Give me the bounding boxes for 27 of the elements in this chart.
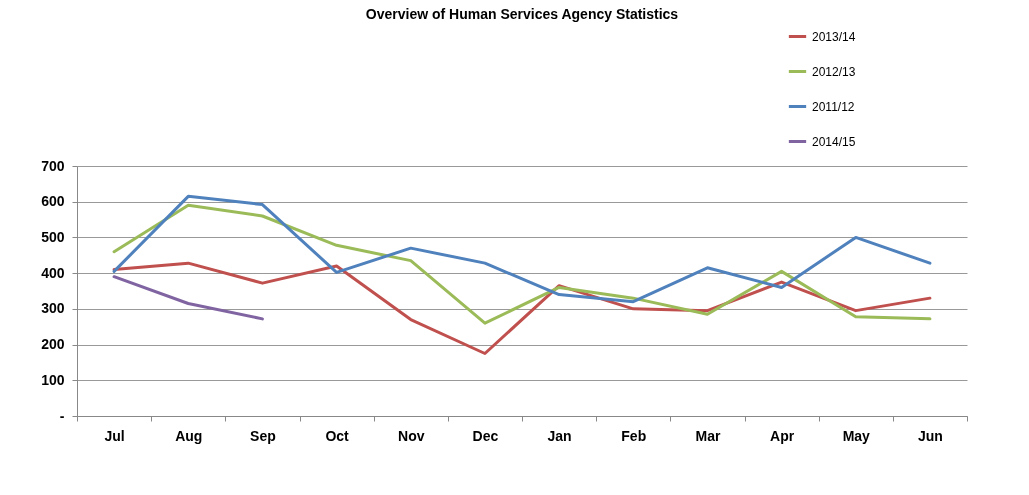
line-series bbox=[112, 203, 932, 325]
x-tick-label: Sep bbox=[250, 427, 276, 444]
y-tick-label: 700 bbox=[41, 157, 65, 174]
x-tick-label: Jun bbox=[917, 427, 943, 444]
chart-title: Overview of Human Services Agency Statistics bbox=[365, 6, 679, 22]
y-tick-label: 200 bbox=[41, 336, 65, 353]
legend-label: 2011/12 bbox=[812, 99, 855, 114]
line-series bbox=[112, 194, 932, 304]
x-tick-label: Nov bbox=[398, 427, 425, 444]
x-tick-label: May bbox=[842, 427, 871, 444]
x-tick-label: Jan bbox=[547, 427, 572, 444]
x-tick-label: Aug bbox=[175, 427, 203, 444]
y-tick-label: 300 bbox=[41, 300, 65, 317]
x-tick-label: Apr bbox=[770, 427, 795, 444]
y-tick-label: 100 bbox=[41, 371, 65, 388]
legend-label: 2013/14 bbox=[812, 29, 856, 44]
legend-label: 2014/15 bbox=[812, 134, 856, 149]
x-tick-label: Oct bbox=[325, 427, 350, 444]
y-tick-label: 400 bbox=[41, 264, 65, 281]
y-tick-label: - bbox=[59, 407, 65, 424]
y-tick-label: 500 bbox=[41, 228, 65, 245]
legend-label: 2012/13 bbox=[812, 64, 856, 79]
x-tick-label: Dec bbox=[472, 427, 499, 444]
y-tick-label: 600 bbox=[41, 193, 65, 210]
x-tick-label: Feb bbox=[621, 427, 647, 444]
x-tick-label: Jul bbox=[104, 427, 125, 444]
x-tick-label: Mar bbox=[695, 427, 721, 444]
